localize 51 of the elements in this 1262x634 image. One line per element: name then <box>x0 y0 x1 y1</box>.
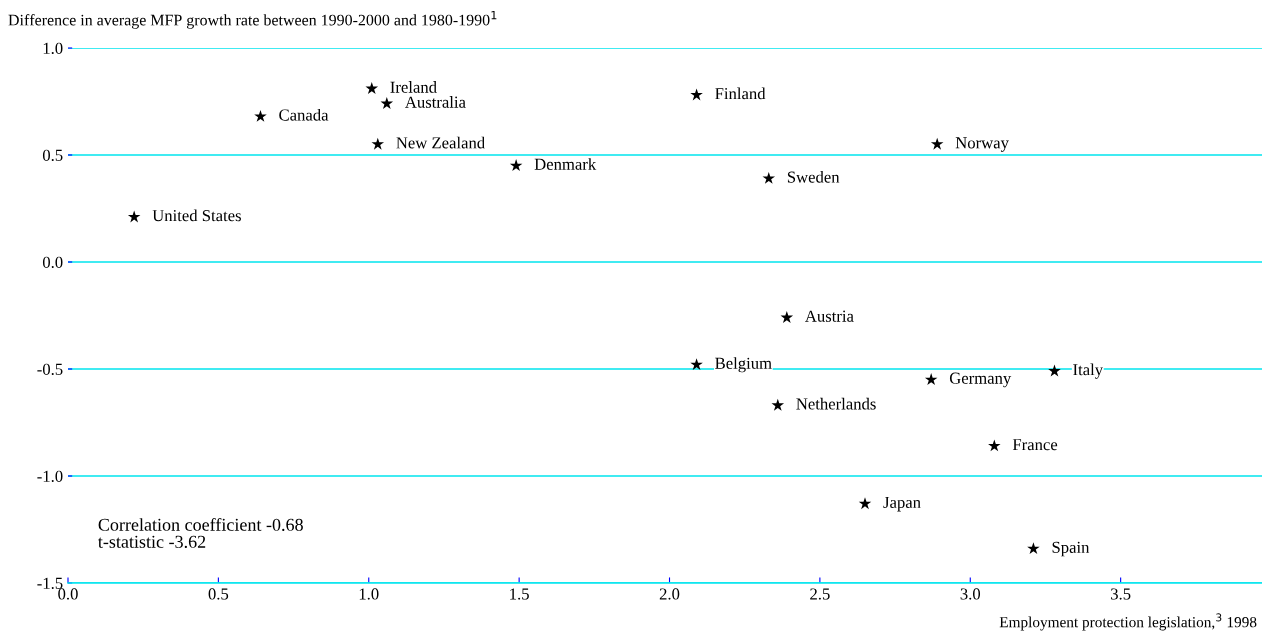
annotation: Denmark <box>534 158 597 170</box>
point <box>371 137 385 150</box>
y-tick-label: 0.0 <box>42 256 63 269</box>
point <box>924 373 938 386</box>
x-tick-label: 0.0 <box>58 588 78 600</box>
annotation: Belgium <box>715 357 772 373</box>
y-tick-label: 0.5 <box>42 149 63 162</box>
y-axis-title: Difference in average MFP growth rate between 1990-2000 and 1980-1990$^{1}$ <box>8 11 497 29</box>
point <box>1027 542 1040 555</box>
y-tick-label: -0.5 <box>37 363 63 376</box>
point <box>380 97 394 109</box>
point <box>988 439 1001 452</box>
point <box>1048 364 1061 377</box>
annotation: Canada <box>279 108 329 121</box>
point <box>780 311 794 323</box>
annotation: Sweden <box>787 170 840 183</box>
y-tick-label: -1.5 <box>37 577 63 590</box>
annotation: Italy <box>1073 363 1104 379</box>
point <box>690 88 703 101</box>
x-tick-label: 2.0 <box>659 588 680 600</box>
annotation: Spain <box>1052 541 1090 557</box>
annotation: Australia <box>405 96 466 108</box>
annotation: United States <box>152 209 241 222</box>
annotation: New Zealand <box>396 136 485 149</box>
point <box>509 159 523 172</box>
point <box>771 398 785 411</box>
point <box>930 137 944 150</box>
point <box>254 109 267 122</box>
point <box>762 171 776 184</box>
point <box>690 358 703 371</box>
y-tick-label: 1.0 <box>43 42 63 55</box>
x-tick-label: 2.5 <box>810 588 830 600</box>
x-tick-label: 3.0 <box>960 588 981 600</box>
annotation: Germany <box>949 372 1012 388</box>
point <box>127 210 141 223</box>
x-tick-label: 3.5 <box>1111 588 1131 600</box>
point <box>858 497 872 510</box>
annotation: Japan <box>883 496 921 512</box>
annotation: Correlation coefficient -0.68 t-statistic -3.62 <box>98 517 303 548</box>
annotation: France <box>1012 439 1058 451</box>
x-tick-label: 1.5 <box>510 588 529 600</box>
annotation: Finland <box>715 87 766 100</box>
annotation: Austria <box>805 310 854 322</box>
annotation: Ireland <box>390 81 437 93</box>
x-tick-label: 0.5 <box>208 588 229 600</box>
x-axis-title: Employment protection legislation,$^{3}$ 1998 <box>999 613 1257 631</box>
annotation: Netherlands <box>796 397 876 410</box>
point <box>365 82 379 94</box>
y-tick-label: -1.0 <box>37 470 63 483</box>
annotation: Norway <box>955 137 1009 152</box>
x-tick-label: 1.0 <box>359 588 379 600</box>
